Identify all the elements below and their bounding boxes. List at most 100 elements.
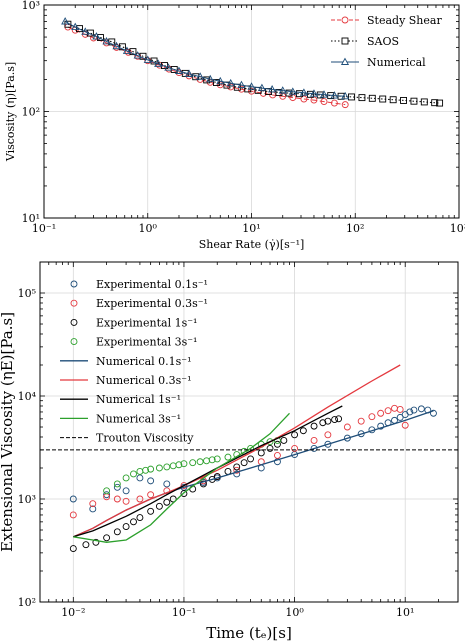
- data-point: [213, 79, 220, 86]
- legend-item: Steady Shear: [331, 14, 442, 27]
- y-tick-label: 10³: [22, 0, 40, 12]
- data-point: [118, 43, 126, 51]
- data-point: [81, 27, 90, 35]
- series-numerical-3s-: [73, 412, 290, 543]
- data-point: [288, 87, 297, 95]
- legend-item: Numerical: [331, 56, 426, 69]
- data-point: [122, 46, 131, 54]
- data-point: [147, 491, 155, 499]
- data-point: [379, 95, 387, 103]
- y-tick-label: 10³: [18, 493, 36, 506]
- data-point: [430, 409, 437, 417]
- data-point: [410, 406, 418, 414]
- data-point: [291, 431, 299, 439]
- data-point: [113, 495, 121, 503]
- data-point: [180, 482, 188, 490]
- legend-label: Numerical 3s⁻¹: [96, 412, 181, 425]
- data-point: [406, 408, 414, 416]
- data-point: [164, 63, 173, 71]
- data-point: [396, 413, 404, 421]
- legend-label: Numerical: [367, 56, 426, 69]
- data-point: [384, 407, 392, 415]
- data-point: [266, 438, 274, 446]
- data-point: [175, 461, 183, 469]
- data-point: [335, 415, 343, 423]
- data-point: [76, 25, 83, 33]
- data-point: [300, 95, 308, 103]
- data-point: [134, 52, 142, 60]
- y-tick-label: 10⁵: [18, 287, 36, 300]
- data-point: [227, 83, 235, 91]
- data-point: [92, 538, 100, 546]
- data-point: [309, 89, 319, 97]
- series-numerical-0-3s-: [73, 364, 401, 538]
- data-point: [299, 427, 307, 435]
- legend-item: Numerical 3s⁻¹: [60, 412, 181, 425]
- data-point: [174, 66, 184, 74]
- series-line: [64, 21, 346, 97]
- data-point: [69, 545, 77, 553]
- data-point: [233, 466, 241, 474]
- data-point: [299, 88, 308, 96]
- series-numerical: [61, 17, 350, 100]
- data-point: [71, 22, 80, 31]
- data-point: [331, 416, 339, 424]
- data-point: [136, 514, 144, 522]
- data-point: [103, 487, 111, 495]
- legend-item: Experimental 0.3s⁻¹: [70, 297, 208, 310]
- legend-marker: [70, 280, 78, 288]
- data-point: [180, 460, 188, 468]
- data-point: [136, 468, 144, 475]
- data-point: [122, 474, 130, 482]
- data-point: [61, 17, 70, 25]
- data-point: [103, 534, 111, 542]
- axes-frame: [43, 4, 460, 219]
- legend-marker: [70, 299, 78, 307]
- data-point: [203, 76, 211, 84]
- legend-label: Experimental 0.1s⁻¹: [96, 278, 208, 291]
- data-point: [163, 480, 171, 488]
- data-point: [273, 440, 281, 448]
- data-point: [420, 98, 428, 106]
- legend-marker: [70, 318, 78, 326]
- data-point: [247, 455, 255, 463]
- data-point: [266, 444, 274, 452]
- x-tick-label: 10⁰: [285, 606, 304, 619]
- data-point: [122, 487, 130, 495]
- data-point: [233, 470, 241, 478]
- series-line: [73, 410, 434, 538]
- data-point: [368, 94, 376, 102]
- plot-area: [61, 17, 444, 109]
- data-point: [310, 437, 318, 444]
- legend-item: Numerical 1s⁻¹: [60, 393, 181, 406]
- data-point: [377, 422, 385, 430]
- data-point: [82, 541, 90, 549]
- data-point: [69, 511, 77, 519]
- data-point: [122, 523, 130, 531]
- data-point: [319, 90, 329, 98]
- legend-label: Experimental 3s⁻¹: [96, 336, 197, 349]
- data-point: [154, 59, 163, 67]
- y-tick-label: 10⁴: [18, 390, 37, 403]
- data-point: [196, 72, 205, 80]
- data-point: [213, 455, 221, 463]
- data-point: [273, 451, 281, 459]
- data-point: [257, 83, 266, 92]
- data-point: [400, 96, 407, 104]
- series-line: [73, 412, 290, 543]
- legend-label: Experimental 0.3s⁻¹: [96, 297, 208, 310]
- data-point: [69, 495, 77, 503]
- data-point: [368, 413, 376, 421]
- data-point: [358, 94, 366, 102]
- data-point: [237, 80, 246, 89]
- data-point: [208, 456, 216, 464]
- y-tick-label: 10¹: [22, 212, 40, 225]
- series-numerical-1s-: [73, 405, 343, 538]
- x-tick-label: 10⁻¹: [32, 222, 56, 235]
- data-point: [130, 470, 137, 478]
- data-point: [436, 99, 444, 107]
- data-point: [377, 409, 385, 417]
- legend-marker: [340, 57, 350, 65]
- legend-marker: [341, 37, 349, 45]
- data-point: [431, 99, 439, 107]
